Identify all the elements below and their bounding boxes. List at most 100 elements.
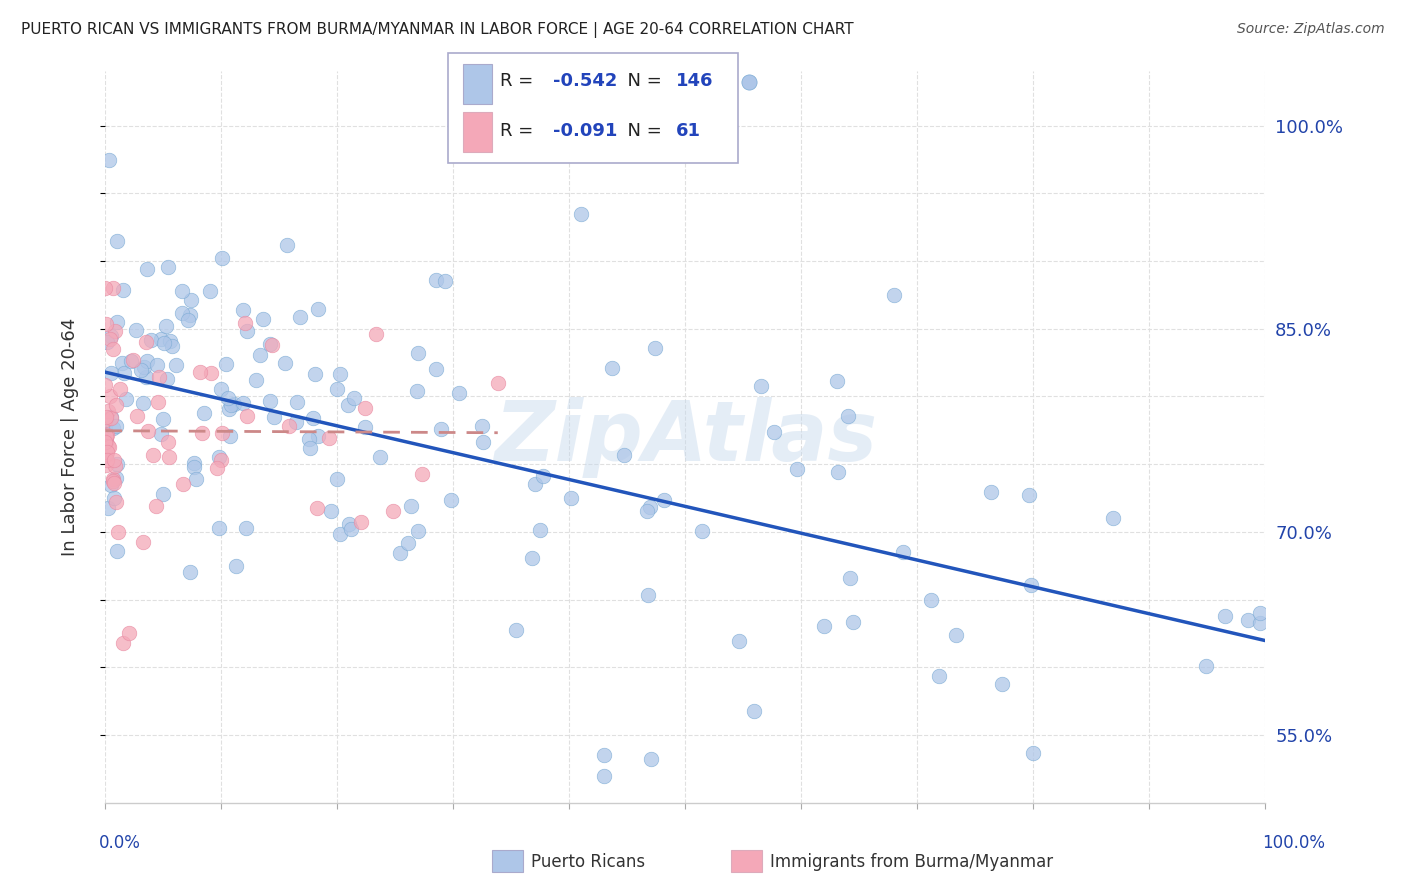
Point	[150, 427, 173, 442]
Point	[152, 486, 174, 500]
Point	[560, 491, 582, 506]
Point	[200, 367, 222, 381]
Point	[329, 527, 352, 541]
Text: Puerto Ricans: Puerto Ricans	[531, 853, 645, 871]
Point	[104, 398, 127, 412]
Point	[172, 476, 194, 491]
Point	[486, 376, 509, 390]
Point	[219, 398, 242, 412]
Point	[298, 432, 321, 446]
Point	[111, 636, 134, 650]
Point	[155, 319, 177, 334]
Point	[920, 593, 942, 607]
Text: N =: N =	[616, 72, 668, 90]
Point	[233, 316, 256, 330]
Point	[160, 339, 183, 353]
Point	[132, 360, 155, 375]
Point	[274, 356, 297, 370]
Point	[368, 450, 391, 464]
Point	[396, 536, 419, 550]
Point	[786, 462, 808, 476]
Text: ZipAtlas: ZipAtlas	[494, 397, 877, 477]
Point	[149, 332, 172, 346]
Point	[135, 353, 157, 368]
Text: -0.091: -0.091	[553, 122, 617, 140]
Point	[208, 450, 231, 464]
Point	[763, 425, 786, 440]
Point	[97, 153, 120, 167]
Point	[179, 565, 201, 579]
Point	[180, 293, 202, 307]
Point	[94, 447, 117, 461]
Point	[259, 336, 281, 351]
Point	[980, 485, 1002, 500]
Point	[1022, 746, 1045, 760]
Point	[839, 571, 862, 585]
Point	[430, 422, 453, 436]
Point	[505, 623, 527, 637]
Point	[636, 504, 658, 518]
Point	[364, 327, 387, 342]
Point	[183, 456, 205, 470]
Point	[157, 260, 180, 274]
FancyBboxPatch shape	[463, 64, 492, 104]
Point	[94, 458, 117, 472]
Point	[108, 382, 131, 396]
Point	[405, 384, 427, 398]
Point	[105, 234, 128, 248]
FancyBboxPatch shape	[463, 112, 492, 152]
Point	[318, 431, 340, 445]
Point	[115, 392, 138, 407]
Point	[1249, 615, 1271, 630]
Text: N =: N =	[616, 122, 668, 140]
Point	[991, 677, 1014, 691]
Point	[104, 418, 127, 433]
Point	[593, 748, 616, 763]
Point	[94, 413, 117, 427]
Point	[337, 516, 360, 531]
Point	[145, 358, 167, 372]
Point	[105, 495, 128, 509]
Text: 146: 146	[676, 72, 714, 90]
Point	[136, 424, 159, 438]
Point	[399, 500, 422, 514]
Point	[744, 704, 766, 718]
Point	[325, 472, 347, 486]
Point	[135, 334, 157, 349]
Point	[600, 360, 623, 375]
Point	[644, 342, 666, 356]
Point	[211, 425, 233, 440]
Point	[170, 285, 193, 299]
Point	[94, 434, 117, 449]
Point	[100, 332, 122, 346]
Point	[640, 500, 662, 514]
Point	[813, 619, 835, 633]
Point	[100, 409, 122, 424]
Text: R =: R =	[501, 72, 538, 90]
Point	[640, 752, 662, 766]
Point	[103, 453, 125, 467]
Point	[425, 272, 447, 286]
Point	[336, 398, 359, 412]
Point	[103, 458, 125, 473]
Point	[652, 493, 675, 508]
Y-axis label: In Labor Force | Age 20-64: In Labor Force | Age 20-64	[60, 318, 79, 557]
Point	[277, 419, 299, 434]
Point	[105, 457, 128, 471]
Text: -0.542: -0.542	[553, 72, 617, 90]
Point	[472, 435, 495, 450]
Point	[188, 365, 211, 379]
Point	[236, 324, 259, 338]
Point	[211, 252, 233, 266]
Point	[184, 472, 207, 486]
Point	[236, 409, 259, 423]
Text: R =: R =	[501, 122, 538, 140]
Point	[307, 501, 329, 516]
Text: Source: ZipAtlas.com: Source: ZipAtlas.com	[1237, 22, 1385, 37]
Point	[232, 396, 254, 410]
Point	[1018, 488, 1040, 502]
Point	[105, 543, 128, 558]
Point	[103, 475, 125, 490]
Point	[425, 361, 447, 376]
Point	[381, 504, 404, 518]
